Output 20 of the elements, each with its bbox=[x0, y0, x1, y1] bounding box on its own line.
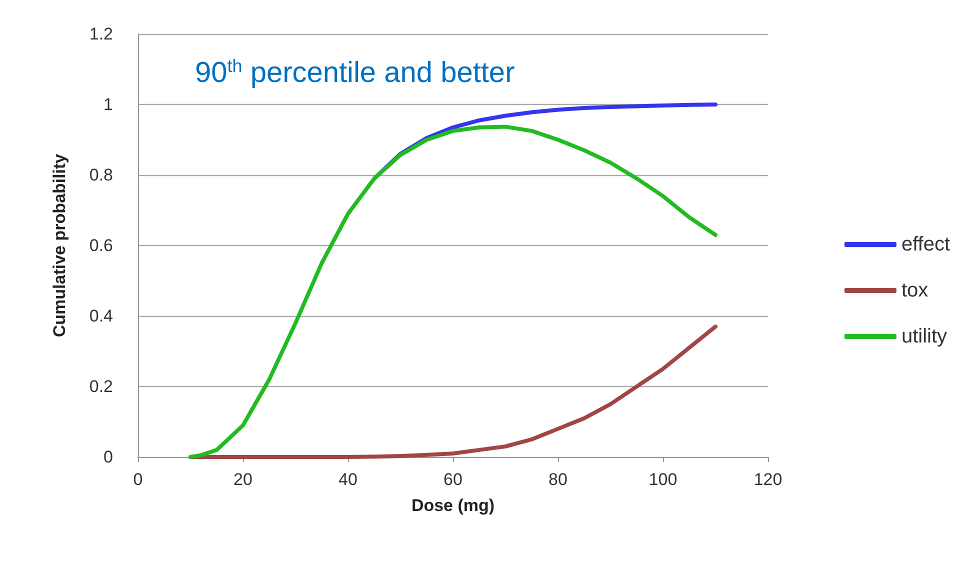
y-tick-label: 1.2 bbox=[89, 24, 113, 44]
y-axis-title: Cumulative probability bbox=[50, 153, 69, 338]
y-tick-label: 0 bbox=[104, 448, 113, 466]
x-tick-label: 120 bbox=[754, 470, 782, 489]
legend-label: utility bbox=[901, 326, 948, 348]
y-tick-label: 0.6 bbox=[89, 236, 113, 255]
y-tick-label: 0.8 bbox=[89, 166, 113, 184]
x-axis-title: Dose (mg) bbox=[411, 496, 495, 515]
x-tick-label: 20 bbox=[234, 470, 252, 489]
x-tick-label: 60 bbox=[444, 470, 462, 489]
legend-label: tox bbox=[901, 280, 928, 302]
x-tick-label: 100 bbox=[648, 470, 678, 489]
x-tick-label: 80 bbox=[548, 470, 568, 489]
legend-label: effect bbox=[901, 234, 950, 256]
y-tick-label: 0.2 bbox=[89, 377, 113, 396]
x-tick-label: 0 bbox=[133, 470, 143, 489]
line-series bbox=[188, 124, 718, 459]
x-tick-label: 40 bbox=[338, 470, 358, 489]
y-tick-label: 1 bbox=[104, 95, 113, 114]
y-tick-label: 0.4 bbox=[89, 306, 113, 326]
